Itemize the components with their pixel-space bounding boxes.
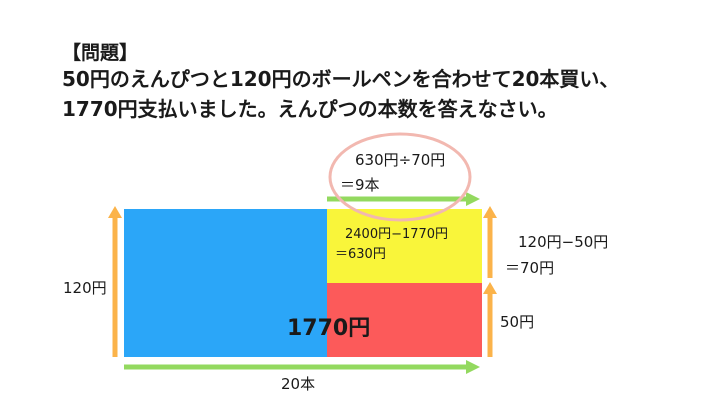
pencil-count-arrow <box>327 192 480 206</box>
price-difference-arrow <box>483 206 497 278</box>
count-arrow <box>124 360 480 374</box>
blue-area <box>124 209 327 357</box>
problem-heading: 【問題】 <box>62 42 139 64</box>
problem-text: 50円のえんぴつと120円のボールペンを合わせて20本買い、1770円支払いまし… <box>62 67 620 121</box>
difference-label-line1: 120円−50円 <box>518 233 609 251</box>
answer-highlight-circle <box>328 132 472 222</box>
answer-label-line1: 630円÷70円 <box>355 151 446 169</box>
height-arrow <box>108 206 122 357</box>
height-label: 120円 <box>63 279 107 297</box>
total-amount-label: 1770円 <box>287 316 371 341</box>
difference-label-line2: ＝70円 <box>505 259 555 277</box>
pencil-price-label: 50円 <box>500 313 535 331</box>
width-label: 20本 <box>281 375 316 393</box>
answer-label-line2: ＝9本 <box>340 176 380 194</box>
excess-label-line2: ＝630円 <box>335 247 386 262</box>
pencil-price-arrow <box>483 282 497 357</box>
red-area <box>327 283 482 357</box>
excess-label-line1: 2400円−1770円 <box>345 227 449 242</box>
